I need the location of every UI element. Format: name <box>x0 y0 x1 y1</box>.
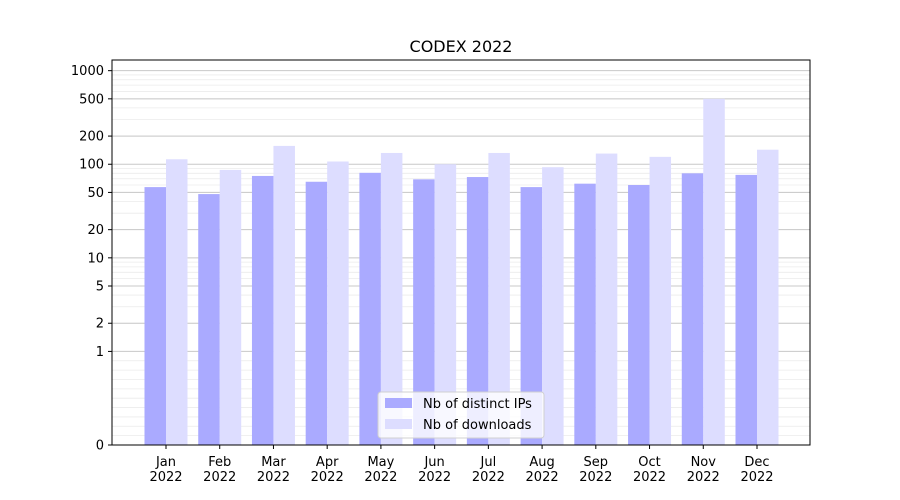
legend-label: Nb of downloads <box>423 418 532 433</box>
bar-downloads <box>595 153 618 446</box>
bar-downloads <box>380 152 403 445</box>
y-tick-label: 20 <box>87 223 104 238</box>
bar-distinct-ips <box>520 187 543 445</box>
x-tick-label: Jul 2022 <box>472 455 505 485</box>
x-tick-label: May 2022 <box>364 455 397 485</box>
legend: Nb of distinct IPs Nb of downloads <box>377 391 545 439</box>
legend-label: Nb of distinct IPs <box>423 397 532 412</box>
bar-distinct-ips <box>251 175 274 445</box>
x-axis: Jan 2022 Feb 2022 Mar 2022 Apr 2022 May 2022 Jun 20… <box>149 445 774 485</box>
y-tick-label: 0 <box>96 439 104 454</box>
x-tick-label: Mar 2022 <box>257 455 290 485</box>
bar-downloads <box>649 156 672 446</box>
bar-distinct-ips <box>628 185 650 445</box>
bar-distinct-ips <box>681 173 704 445</box>
y-tick-label: 50 <box>87 186 104 201</box>
bar-distinct-ips <box>466 177 489 446</box>
bars <box>144 98 779 446</box>
x-tick-label: Oct 2022 <box>633 455 666 485</box>
y-tick-label: 200 <box>79 130 104 145</box>
y-tick-label: 10 <box>87 251 104 266</box>
bar-downloads <box>273 145 295 445</box>
x-tick-label: Jan 2022 <box>149 455 182 485</box>
y-tick-label: 2 <box>96 317 104 332</box>
x-tick-label: Apr 2022 <box>311 455 344 485</box>
bar-downloads <box>327 161 349 445</box>
bar-distinct-ips <box>413 179 435 445</box>
x-tick-label: Aug 2022 <box>526 455 559 485</box>
legend-box <box>377 391 545 439</box>
x-tick-label: Feb 2022 <box>203 455 236 485</box>
bar-downloads <box>219 169 242 445</box>
x-tick-label: Nov 2022 <box>687 455 720 485</box>
bar-downloads <box>166 159 188 446</box>
y-tick-label: 1 <box>96 345 104 360</box>
y-tick-label: 5 <box>96 280 104 295</box>
y-tick-label: 500 <box>79 92 104 107</box>
bar-downloads <box>542 167 564 446</box>
bar-downloads <box>488 152 510 445</box>
bar-distinct-ips <box>198 194 220 445</box>
bar-downloads <box>434 164 457 445</box>
x-tick-label: Sep 2022 <box>579 455 612 485</box>
bar-distinct-ips <box>735 174 757 445</box>
bar-downloads <box>703 98 725 446</box>
y-tick-label: 100 <box>79 158 104 173</box>
y-tick-label: 1000 <box>71 64 104 79</box>
bar-distinct-ips <box>574 183 596 445</box>
legend-swatch <box>385 398 412 408</box>
bar-distinct-ips <box>144 187 166 445</box>
x-tick-label: Jun 2022 <box>418 455 451 485</box>
y-axis: 0 1 2 5 10 20 50 100 200 500 1000 <box>71 64 112 454</box>
plot-frame <box>111 59 811 446</box>
chart-title: CODEX 2022 <box>410 37 513 56</box>
bar-distinct-ips <box>359 172 381 445</box>
legend-swatch <box>385 419 412 429</box>
x-tick-label: Dec 2022 <box>740 455 773 485</box>
bar-downloads <box>757 149 779 445</box>
bar-distinct-ips <box>305 181 328 446</box>
